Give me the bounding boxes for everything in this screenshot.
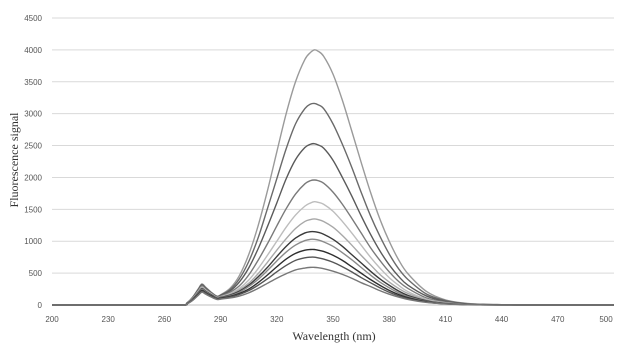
series-line-2 — [52, 102, 614, 306]
series-line-4 — [52, 179, 614, 306]
y-tick-label: 3000 — [24, 110, 42, 119]
x-tick-label: 260 — [158, 315, 172, 324]
x-tick-label: 440 — [495, 315, 509, 324]
y-tick-label: 500 — [29, 269, 43, 278]
series-line-8 — [52, 238, 614, 306]
x-tick-label: 500 — [599, 315, 613, 324]
y-tick-label: 3500 — [24, 78, 42, 87]
x-tick-label: 470 — [551, 315, 565, 324]
x-tick-label: 200 — [45, 315, 59, 324]
y-tick-label: 2500 — [24, 142, 42, 151]
y-axis-ticks: 0 500 1000 1500 2000 2500 3000 3500 4000 4500 — [24, 14, 42, 310]
y-tick-label: 1000 — [24, 237, 42, 246]
series-line-5 — [52, 200, 614, 306]
y-tick-label: 0 — [38, 301, 43, 310]
y-tick-label: 2000 — [24, 173, 42, 182]
y-axis-title: Fluorescence signal — [7, 112, 21, 208]
series-line-11 — [52, 266, 614, 306]
y-tick-label: 4000 — [24, 46, 42, 55]
x-tick-label: 290 — [214, 315, 228, 324]
series-line-3 — [52, 142, 614, 306]
series-line-7 — [52, 230, 614, 306]
x-tick-label: 320 — [270, 315, 284, 324]
series-line-10 — [52, 256, 614, 306]
x-axis-title: Wavelength (nm) — [292, 329, 375, 343]
x-tick-label: 380 — [383, 315, 397, 324]
x-tick-label: 230 — [102, 315, 116, 324]
series-line-9 — [52, 248, 614, 306]
gridlines — [52, 17, 614, 306]
y-tick-label: 4500 — [24, 14, 42, 23]
x-tick-label: 410 — [439, 315, 453, 324]
series-lines — [52, 49, 614, 306]
x-tick-label: 350 — [326, 315, 340, 324]
y-tick-label: 1500 — [24, 205, 42, 214]
x-axis-ticks: 200 230 260 290 320 350 380 410 440 470 500 — [45, 315, 613, 324]
